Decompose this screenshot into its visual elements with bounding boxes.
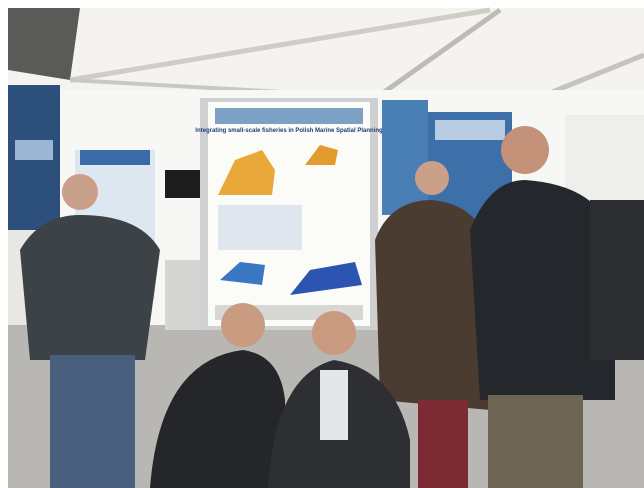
person <box>150 303 285 488</box>
stand <box>165 260 205 330</box>
jeans <box>50 355 135 488</box>
poster-right <box>382 100 428 215</box>
backpack <box>590 200 644 360</box>
poster-title: Integrating small-scale fisheries in Pol… <box>195 128 383 134</box>
ceiling-shadow <box>8 8 80 80</box>
poster-left-panel <box>15 140 53 160</box>
head <box>312 311 356 355</box>
poster-map <box>290 262 362 295</box>
poster-header <box>80 150 150 165</box>
ceiling-beam <box>69 7 491 83</box>
poster-map <box>218 150 275 195</box>
jacket <box>20 215 160 360</box>
head <box>415 161 449 195</box>
jacket <box>150 350 285 488</box>
jacket <box>470 180 615 400</box>
person <box>470 126 644 488</box>
person <box>268 311 410 488</box>
coat <box>375 200 490 410</box>
poster-photos <box>215 108 363 124</box>
head <box>501 126 549 174</box>
ceiling-beam <box>378 7 502 98</box>
monitor <box>165 170 205 198</box>
poster-right-panel <box>435 120 505 140</box>
trousers <box>418 400 468 488</box>
head <box>221 303 265 347</box>
head <box>62 174 98 210</box>
poster-map <box>220 262 265 285</box>
shirt <box>320 370 348 440</box>
poster-map <box>305 145 338 165</box>
person <box>20 174 160 488</box>
person <box>375 161 490 488</box>
trousers <box>488 395 583 488</box>
poster-map <box>218 205 302 250</box>
